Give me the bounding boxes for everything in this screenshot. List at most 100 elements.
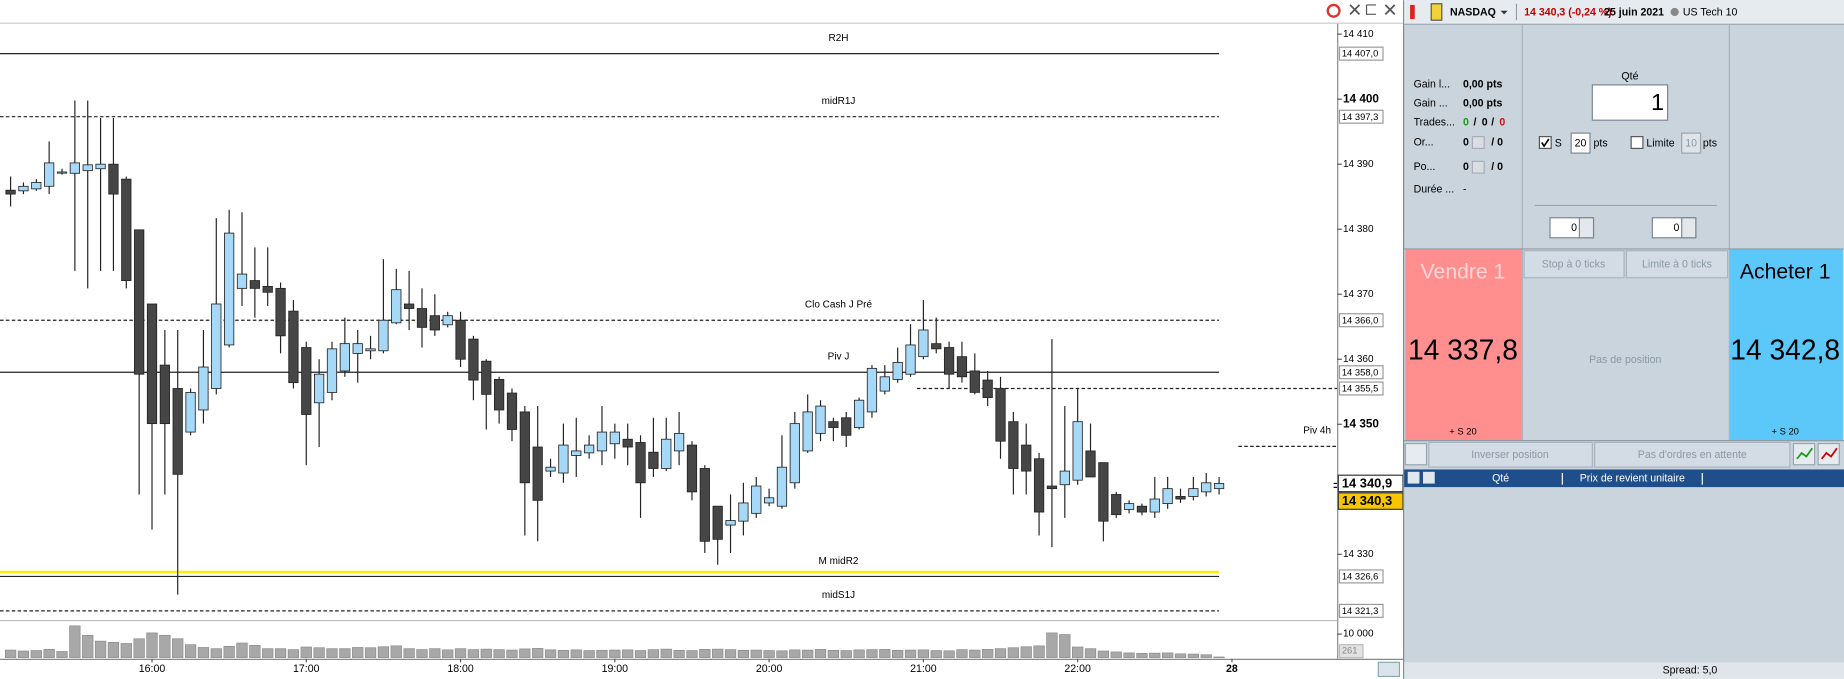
trades-even: 0	[1482, 116, 1488, 128]
stat-value: 0,00 pts	[1463, 98, 1503, 110]
stop-input[interactable]	[1570, 132, 1591, 154]
buy-button[interactable]	[1729, 249, 1843, 441]
level-tag-label: 14 366,0	[1342, 314, 1379, 325]
level-tag-label: 14 397,3	[1342, 111, 1379, 122]
stat-label: Po...	[1414, 161, 1436, 173]
candle-body	[5, 189, 16, 195]
volume-bar	[750, 649, 762, 658]
limit-checkbox[interactable]	[1630, 136, 1644, 149]
volume-bar	[570, 649, 582, 658]
level-tag	[1338, 313, 1384, 328]
volume-bar	[390, 645, 402, 658]
candle-body	[712, 505, 723, 540]
volume-bar	[724, 649, 737, 658]
level-tag	[1338, 569, 1384, 584]
pending-button[interactable]	[1594, 441, 1791, 468]
volume-bar	[943, 650, 955, 658]
header-icon[interactable]	[1430, 3, 1443, 21]
candle-body	[494, 378, 505, 411]
reverse-label[interactable]: Inverser position	[1471, 449, 1549, 461]
column-header[interactable]: Prix de revient unitaire	[1580, 473, 1685, 485]
sell-title[interactable]: Vendre 1	[1421, 261, 1506, 284]
candle-body	[249, 280, 260, 289]
stop-ticks-button[interactable]	[1523, 250, 1625, 279]
sell-button[interactable]	[1405, 249, 1522, 441]
buy-price[interactable]: 14 342,8	[1730, 333, 1840, 365]
candle-body	[416, 308, 428, 328]
volume-bar	[442, 649, 454, 658]
stat-label: Gain l...	[1414, 79, 1450, 91]
window-icon[interactable]	[1365, 4, 1376, 15]
stop-ticks[interactable]: Stop à 0 ticks	[1542, 259, 1605, 271]
close-position-icon[interactable]	[1471, 160, 1485, 174]
candle-body	[1162, 488, 1173, 505]
buy-title[interactable]: Acheter 1	[1740, 261, 1831, 284]
limit-label: Limite	[1646, 137, 1674, 149]
candle-body	[1175, 496, 1186, 500]
stop-value[interactable]: 20	[1575, 137, 1587, 149]
level-tag-label: 14 358,0	[1342, 366, 1379, 377]
spread: Spread: 5,0	[1663, 664, 1718, 676]
volume-bar	[43, 649, 55, 658]
close-icon[interactable]	[1384, 4, 1396, 15]
stat-label: Gain ...	[1414, 98, 1448, 110]
candle-body	[429, 315, 440, 331]
candle-body	[648, 451, 659, 469]
table-icon[interactable]	[1404, 442, 1428, 466]
volume-bar	[1033, 645, 1045, 658]
candle-body	[146, 303, 158, 425]
table-tool[interactable]	[1407, 471, 1420, 484]
candle-body	[738, 502, 749, 522]
volume-bar	[429, 648, 441, 658]
column-header[interactable]: Qté	[1492, 473, 1509, 485]
limit-value[interactable]: 10	[1685, 137, 1697, 149]
spin-buttons[interactable]	[1681, 217, 1697, 239]
candle-body	[275, 287, 286, 337]
volume-bar	[1187, 653, 1200, 658]
spin-value[interactable]: 0	[1673, 222, 1679, 234]
candle-body	[699, 468, 710, 542]
instrument[interactable]: NASDAQ	[1450, 6, 1496, 18]
candle-body	[866, 367, 878, 413]
spin-value[interactable]: 0	[1571, 222, 1577, 234]
x-tick-label: 22:00	[1064, 663, 1091, 675]
price-tag-label: 14 340,9	[1342, 475, 1392, 490]
x-tick-label: 16:00	[139, 663, 166, 675]
stat-label: Trades...	[1414, 116, 1455, 128]
candle-body	[1123, 503, 1135, 510]
qty-value[interactable]: 1	[1651, 89, 1664, 115]
volume-bar	[30, 650, 42, 658]
volume-bar	[904, 649, 917, 658]
level-label: Piv 4h	[1303, 426, 1331, 437]
refresh-icon[interactable]	[1326, 3, 1341, 18]
spin-buttons[interactable]	[1578, 217, 1595, 239]
volume-bar	[1007, 647, 1020, 658]
sell-price[interactable]: 14 337,8	[1408, 333, 1518, 365]
volume-bar	[866, 649, 878, 658]
dropdown-arrow[interactable]	[1500, 10, 1508, 15]
y-tick-label: 14 360	[1343, 354, 1374, 365]
qty-input[interactable]	[1591, 84, 1669, 121]
limit-ticks-button[interactable]	[1625, 250, 1729, 279]
table-tool[interactable]	[1422, 471, 1435, 484]
pending-label[interactable]: Pas d'ordres en attente	[1638, 449, 1747, 461]
volume-bar	[120, 643, 132, 658]
volume-bar	[82, 634, 94, 658]
chart-icon-line	[1796, 447, 1813, 460]
volume-bar	[712, 648, 724, 658]
header-icon[interactable]	[1410, 4, 1415, 20]
volume-bar	[1174, 653, 1187, 658]
cancel-icon[interactable]	[1471, 136, 1485, 149]
candle-body	[506, 392, 518, 430]
stop-checkbox[interactable]	[1538, 136, 1552, 149]
volume-bar	[1162, 652, 1174, 658]
candle-body	[82, 164, 93, 172]
candle-body	[339, 343, 350, 372]
scroll-button[interactable]	[1377, 661, 1401, 678]
close-icon[interactable]	[1349, 4, 1361, 15]
volume-bar	[802, 649, 814, 658]
limit-ticks[interactable]: Limite à 0 ticks	[1642, 259, 1712, 271]
candle-body	[1149, 498, 1160, 513]
limit-input[interactable]	[1681, 132, 1702, 154]
reverse-button[interactable]	[1428, 441, 1593, 468]
